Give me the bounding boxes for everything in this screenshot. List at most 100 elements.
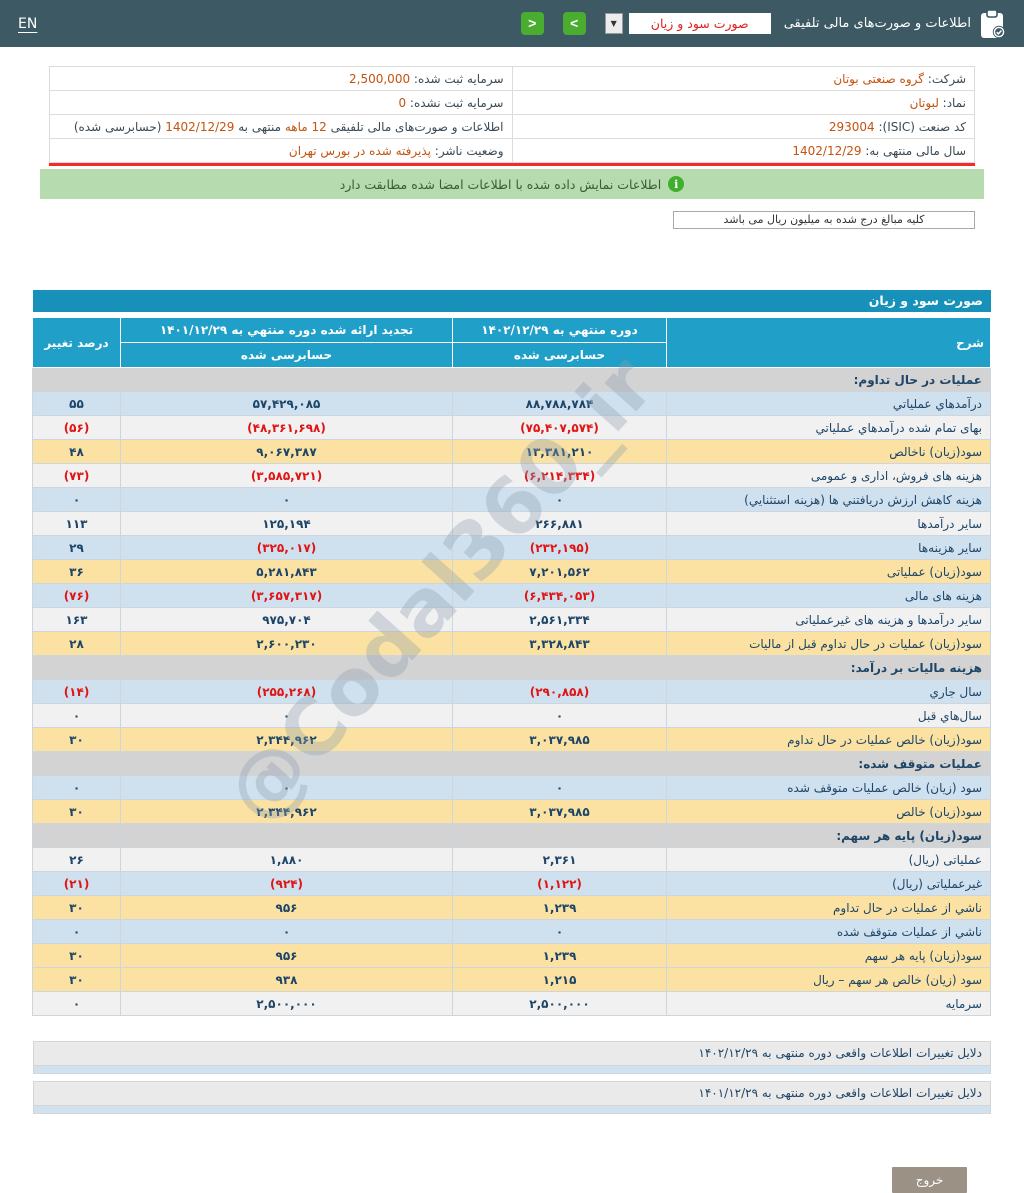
statement-table-header: شرح دوره منتهي به ۱۴۰۲/۱۲/۲۹ تجدید ارائه… bbox=[32, 317, 991, 368]
info-label: وضعیت ناشر: bbox=[430, 143, 504, 158]
change-percent: ۳۰ bbox=[32, 943, 121, 968]
value-prior: ۲,۶۰۰,۲۳۰ bbox=[120, 631, 453, 656]
statement-row: هزينه های مالی (۶,۴۳۴,۰۵۳) (۳,۶۵۷,۳۱۷) (۷۶) bbox=[32, 583, 991, 608]
next-statement-button[interactable]: > bbox=[562, 12, 586, 35]
value-current: ۳,۰۳۷,۹۸۵ bbox=[452, 727, 667, 752]
statement-row: سود(زيان) خالص عمليات در حال تداوم ۳,۰۳۷,… bbox=[32, 727, 991, 752]
info-label: شرکت: bbox=[923, 71, 966, 86]
top-navigation-bar: اطلاعات و صورت‌های مالی تلفیقی صورت سود … bbox=[0, 0, 1024, 47]
value-current: ۰ bbox=[452, 919, 667, 944]
statement-title-bar: صورت سود و زيان bbox=[33, 290, 991, 312]
section-empty-cell bbox=[32, 367, 121, 392]
value-current: ۱,۲۳۹ bbox=[452, 943, 667, 968]
value-current: ۷,۲۰۱,۵۶۲ bbox=[452, 559, 667, 584]
info-value: 0 bbox=[398, 95, 407, 110]
info-label: اطلاعات و صورت‌های مالی تلفیقی bbox=[326, 119, 504, 134]
row-description: ساير درآمدها bbox=[666, 511, 991, 536]
value-prior: ۰ bbox=[120, 703, 453, 728]
row-description: سود(زيان) ناخالص bbox=[666, 439, 991, 464]
change-percent: (۵۶) bbox=[32, 415, 121, 440]
value-prior: ۰ bbox=[120, 487, 453, 512]
section-empty-cell bbox=[120, 751, 453, 776]
statement-row: سرمايه ۲,۵۰۰,۰۰۰ ۲,۵۰۰,۰۰۰ ۰ bbox=[32, 991, 991, 1016]
statement-row: سال جاري (۲۹۰,۸۵۸) (۲۵۵,۲۶۸) (۱۴) bbox=[32, 679, 991, 704]
statement-row: ناشي از عمليات در حال تداوم ۱,۲۳۹ ۹۵۶ ۳۰ bbox=[32, 895, 991, 920]
section-empty-cell bbox=[452, 367, 667, 392]
section-label: هزينه ماليات بر درآمد: bbox=[666, 655, 991, 680]
currency-unit-note: کلیه مبالغ درج شده به میلیون ریال می باش… bbox=[673, 211, 975, 229]
statement-row: ساير درآمدها ۲۶۶,۸۸۱ ۱۲۵,۱۹۴ ۱۱۳ bbox=[32, 511, 991, 536]
value-prior: ۲,۳۴۴,۹۶۲ bbox=[120, 799, 453, 824]
page-title: اطلاعات و صورت‌های مالی تلفیقی bbox=[783, 16, 971, 31]
footer-reason-link[interactable]: دلایل تغییرات اطلاعات واقعی دوره منتهی ب… bbox=[33, 1041, 991, 1066]
signed-data-notice-text: اطلاعات نمایش داده شده با اطلاعات امضا ش… bbox=[339, 176, 662, 192]
value-prior: ۲,۳۴۴,۹۶۲ bbox=[120, 727, 453, 752]
value-current: ۲,۵۰۰,۰۰۰ bbox=[452, 991, 667, 1016]
info-value: 1402/12/29 bbox=[165, 119, 235, 134]
section-empty-cell bbox=[32, 655, 121, 680]
prev-statement-button[interactable]: < bbox=[520, 12, 544, 35]
value-prior: (۲۵۵,۲۶۸) bbox=[120, 679, 453, 704]
value-prior: ۲,۵۰۰,۰۰۰ bbox=[120, 991, 453, 1016]
section-empty-cell bbox=[452, 655, 667, 680]
info-label: (حسابرسی شده) bbox=[73, 119, 166, 134]
row-description: ناشي از عمليات متوقف شده bbox=[666, 919, 991, 944]
value-prior: ۰ bbox=[120, 775, 453, 800]
statement-row: ساير هزينه‌ها (۲۳۲,۱۹۵) (۳۲۵,۰۱۷) ۲۹ bbox=[32, 535, 991, 560]
row-description: سال‌هاي قبل bbox=[666, 703, 991, 728]
value-prior: ۰ bbox=[120, 919, 453, 944]
section-label: سود(زيان) پايه هر سهم: bbox=[666, 823, 991, 848]
info-value: 293004 bbox=[828, 119, 875, 134]
info-value: 12 ماهه bbox=[284, 119, 327, 134]
income-statement-section: صورت سود و زيان @Codal360_ir شرح دوره من… bbox=[32, 290, 991, 1016]
value-prior: (۳,۶۵۷,۳۱۷) bbox=[120, 583, 453, 608]
value-current: ۲,۳۶۱ bbox=[452, 847, 667, 872]
info-value: گروه صنعتی بوتان bbox=[833, 71, 924, 86]
statement-row: سود(زيان) پايه هر سهم ۱,۲۳۹ ۹۵۶ ۳۰ bbox=[32, 943, 991, 968]
clipboard-report-icon bbox=[980, 8, 1006, 39]
change-percent: (۲۱) bbox=[32, 871, 121, 896]
value-prior: ۹۵۶ bbox=[120, 895, 453, 920]
value-prior: (۹۲۴) bbox=[120, 871, 453, 896]
statement-row: سود(زيان) خالص ۳,۰۳۷,۹۸۵ ۲,۳۴۴,۹۶۲ ۳۰ bbox=[32, 799, 991, 824]
statement-type-select[interactable]: صورت سود و زیان ▼ bbox=[604, 13, 771, 34]
change-percent: ۲۶ bbox=[32, 847, 121, 872]
value-current: ۰ bbox=[452, 703, 667, 728]
statement-type-selected-value[interactable]: صورت سود و زیان bbox=[628, 13, 771, 34]
section-empty-cell bbox=[120, 367, 453, 392]
row-description: سود(زيان) پايه هر سهم bbox=[666, 943, 991, 968]
row-description: درآمدهاي عملياتي bbox=[666, 391, 991, 416]
exit-button[interactable]: خروج bbox=[892, 1167, 967, 1193]
section-empty-cell bbox=[452, 751, 667, 776]
change-percent: (۷۶) bbox=[32, 583, 121, 608]
value-current: ۳,۰۳۷,۹۸۵ bbox=[452, 799, 667, 824]
value-current: ۱,۲۱۵ bbox=[452, 967, 667, 992]
info-value: پذیرفته شده در بورس تهران bbox=[288, 143, 431, 158]
change-percent: ۲۸ bbox=[32, 631, 121, 656]
value-current: ۱,۲۳۹ bbox=[452, 895, 667, 920]
footer-reason-link[interactable]: دلایل تغییرات اطلاعات واقعی دوره منتهی ب… bbox=[33, 1081, 991, 1106]
info-label: سرمایه ثبت نشده: bbox=[406, 95, 504, 110]
value-prior: ۵۷,۴۲۹,۰۸۵ bbox=[120, 391, 453, 416]
change-percent: ۳۰ bbox=[32, 895, 121, 920]
row-description: غيرعملياتی (ريال) bbox=[666, 871, 991, 896]
value-current: (۲۳۲,۱۹۵) bbox=[452, 535, 667, 560]
value-prior: ۹۷۵,۷۰۴ bbox=[120, 607, 453, 632]
info-icon: i bbox=[668, 176, 685, 192]
column-header-change-percent: درصد تغییر bbox=[32, 317, 121, 368]
chevron-down-icon[interactable]: ▼ bbox=[604, 13, 623, 34]
row-description: عملياتی (ريال) bbox=[666, 847, 991, 872]
language-toggle-en[interactable]: EN bbox=[18, 15, 38, 32]
change-percent: ۰ bbox=[32, 487, 121, 512]
statement-row: سود(زيان) ناخالص ۱۳,۳۸۱,۲۱۰ ۹,۰۶۷,۳۸۷ ۴۸ bbox=[32, 439, 991, 464]
change-percent: ۰ bbox=[32, 775, 121, 800]
value-current: (۶,۴۳۴,۰۵۳) bbox=[452, 583, 667, 608]
value-current: ۰ bbox=[452, 775, 667, 800]
change-percent: ۴۸ bbox=[32, 439, 121, 464]
change-percent: ۰ bbox=[32, 703, 121, 728]
change-percent: ۱۶۳ bbox=[32, 607, 121, 632]
row-description: بهای تمام شده درآمدهاي عملياتي bbox=[666, 415, 991, 440]
statement-row: سود(زيان) عمليات در حال تداوم قبل از مال… bbox=[32, 631, 991, 656]
statement-row: عملياتی (ريال) ۲,۳۶۱ ۱,۸۸۰ ۲۶ bbox=[32, 847, 991, 872]
